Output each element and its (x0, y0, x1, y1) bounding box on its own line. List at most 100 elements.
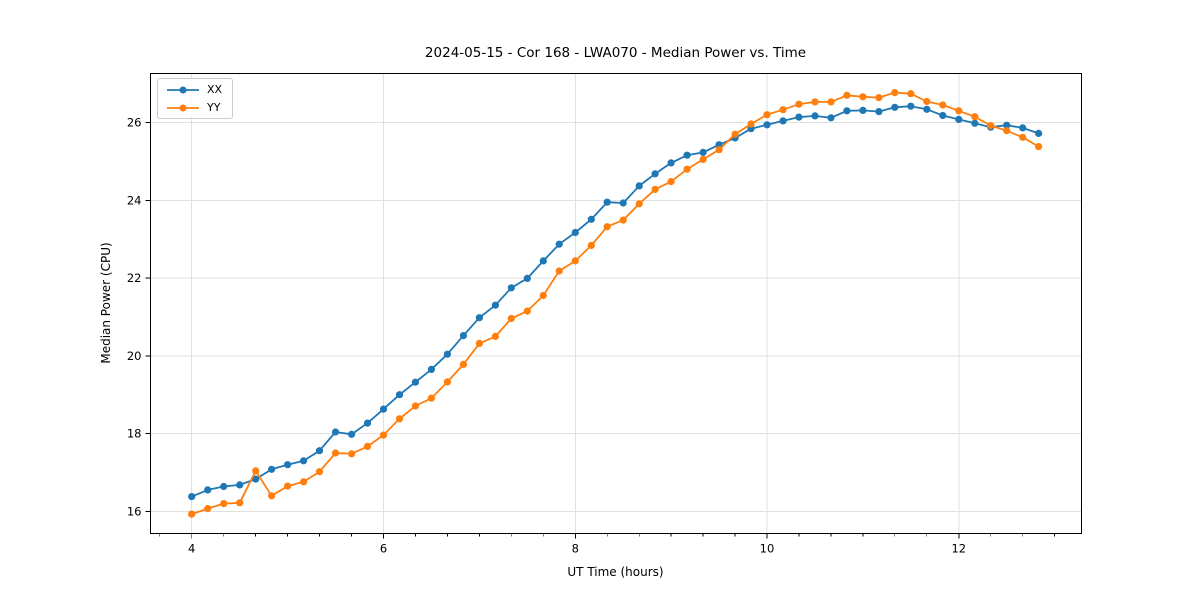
series-YY-point (236, 499, 244, 507)
series-XX-point (284, 461, 292, 469)
series-XX-point (1019, 124, 1027, 132)
series-XX-point (667, 159, 675, 167)
series-XX-point (188, 493, 196, 501)
y-tick-label: 16 (127, 504, 142, 518)
series-YY-point (795, 100, 803, 108)
series-YY-point (1019, 133, 1027, 141)
y-axis-label: Median Power (CPU) (99, 242, 113, 364)
series-XX-point (715, 141, 723, 149)
series-YY-point (523, 307, 531, 315)
series-XX-point (651, 170, 659, 178)
series-YY-point (955, 107, 963, 115)
series-YY-point (268, 492, 276, 500)
series-XX-point (795, 113, 803, 121)
series-YY-point (731, 130, 739, 138)
x-tick-labels: 4 6 8 10 12 (188, 542, 966, 556)
series-YY-point (635, 200, 643, 208)
x-tick-label: 4 (188, 542, 195, 556)
series-XX-point (475, 314, 483, 322)
series-YY-point (188, 510, 196, 518)
legend-line-marker-xx (167, 86, 199, 93)
series-XX-point (379, 405, 388, 413)
series-XX-point (252, 475, 260, 483)
axes-spines (150, 73, 1082, 534)
series-XX-point (331, 428, 340, 436)
series-YY-point (667, 178, 675, 186)
x-tick-label: 6 (380, 542, 387, 556)
series-YY-point (939, 101, 947, 109)
series-XX-point (459, 332, 467, 340)
series-YY-point (379, 431, 388, 439)
series-XX-point (971, 119, 979, 127)
chart-title: 2024-05-15 - Cor 168 - LWA070 - Median P… (424, 45, 807, 61)
series-YY-point (555, 267, 563, 275)
series-YY-point (651, 185, 659, 193)
legend-entry-xx: XX (166, 84, 222, 95)
y-tick-label: 18 (127, 427, 142, 441)
series-XX-point (523, 274, 531, 282)
series-YY-point (827, 98, 835, 106)
series-XX-point (891, 103, 899, 111)
series-YY-point (683, 165, 691, 173)
series-XX-point (907, 102, 915, 110)
series-XX-point (811, 112, 819, 120)
series-XX-point (827, 114, 835, 122)
series-XX-point (220, 482, 228, 491)
legend-line-marker-yy (167, 104, 199, 111)
series-XX-point (859, 106, 867, 114)
series-YY-point (715, 146, 723, 154)
series-YY-point (395, 415, 404, 423)
series-XX-point (1003, 121, 1011, 129)
series-XX-point (555, 240, 563, 248)
y-tick-label: 22 (127, 271, 142, 285)
series-XX-point (539, 257, 547, 265)
series-XX-point (268, 465, 276, 473)
series-YY-point (603, 223, 611, 231)
series-XX-point (699, 148, 707, 156)
series-XX-point (348, 430, 356, 438)
series-XX-point (939, 111, 947, 120)
series-YY-point (427, 394, 435, 402)
series-YY-point (284, 482, 292, 490)
series-YY-point (252, 467, 260, 475)
series-YY-point (971, 113, 979, 121)
legend-label-yy: YY (207, 101, 221, 114)
series-YY-point (331, 449, 340, 457)
series-YY-point (348, 450, 356, 458)
major-ticks (145, 122, 960, 539)
series-YY-point (459, 360, 467, 368)
series-YY-point (315, 468, 324, 476)
series-YY-point (507, 314, 515, 323)
series-XX-point (635, 182, 643, 190)
series-XX-line (191, 105, 1039, 498)
series-XX-point (1035, 129, 1043, 137)
series-YY-point (587, 241, 595, 249)
series-YY-point (747, 120, 755, 128)
series-XX-point (923, 105, 931, 113)
series-YY-point (763, 111, 771, 119)
series-XX-point (236, 481, 244, 489)
series-YY-point (1003, 127, 1011, 135)
series-XX-point (443, 350, 451, 358)
series-YY-point (987, 122, 995, 130)
series-YY-point (907, 90, 915, 98)
series-YY-point (1035, 143, 1043, 151)
legend-entry-yy: YY (166, 102, 222, 113)
series-YY-point (539, 291, 547, 300)
x-tick-label: 8 (572, 542, 579, 556)
series-YY (188, 89, 1043, 518)
legend: XX YY (157, 78, 234, 119)
series-YY-point (779, 106, 787, 114)
series-XX-point (603, 198, 611, 206)
series-YY-point (300, 478, 308, 486)
series-YY-point (923, 97, 931, 106)
series-YY-point (843, 91, 851, 99)
series-YY-point (859, 93, 867, 101)
y-tick-label: 26 (127, 116, 142, 130)
series-XX-point (571, 228, 579, 237)
series-XX-point (955, 115, 963, 123)
y-tick-labels: 16 18 20 22 24 26 (127, 116, 142, 519)
series-XX-point (779, 117, 787, 125)
